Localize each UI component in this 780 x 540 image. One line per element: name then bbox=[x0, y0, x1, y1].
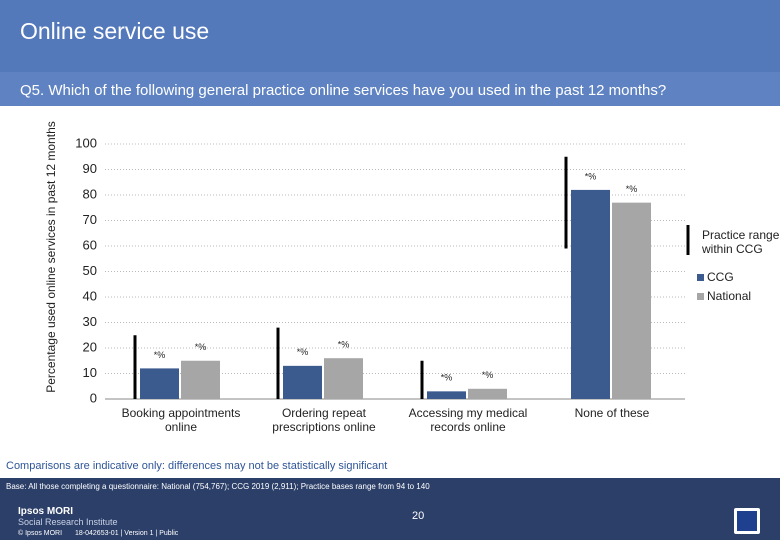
job-number: 18-042653-01 | Version 1 | Public bbox=[75, 530, 179, 537]
value-label: *% bbox=[297, 347, 309, 357]
logo-sub: Social Research Institute bbox=[18, 517, 118, 527]
y-tick-label: 70 bbox=[83, 212, 97, 227]
bar bbox=[571, 189, 610, 399]
x-tick-label: Ordering repeat prescriptions online bbox=[272, 406, 376, 434]
value-label: *% bbox=[154, 350, 166, 360]
page-number: 20 bbox=[412, 510, 425, 522]
base-text: Base: All those completing a questionnai… bbox=[6, 482, 430, 491]
bar bbox=[324, 358, 363, 399]
x-tick-label: None of these bbox=[574, 406, 650, 420]
bar bbox=[283, 365, 322, 399]
question-band bbox=[0, 72, 780, 106]
value-label: *% bbox=[441, 373, 453, 383]
y-tick-label: 90 bbox=[83, 161, 97, 176]
y-tick-label: 10 bbox=[83, 365, 97, 380]
bar bbox=[427, 391, 466, 399]
value-label: *% bbox=[195, 342, 207, 352]
y-tick-label: 20 bbox=[83, 339, 97, 354]
logo-box bbox=[734, 508, 760, 534]
logo-mark bbox=[737, 511, 757, 531]
value-label: *% bbox=[626, 184, 638, 194]
y-tick-label: 60 bbox=[83, 237, 97, 252]
header-band bbox=[0, 0, 780, 72]
value-label: *% bbox=[338, 340, 350, 350]
footer-band bbox=[0, 478, 780, 540]
bar bbox=[612, 202, 651, 399]
legend-label: National bbox=[707, 289, 751, 303]
value-label: *% bbox=[585, 171, 597, 181]
logo: Ipsos MORI bbox=[18, 506, 74, 517]
note: Comparisons are indicative only: differe… bbox=[6, 460, 388, 472]
y-tick-label: 30 bbox=[83, 314, 97, 329]
y-tick-label: 100 bbox=[75, 135, 97, 150]
slide-title: Online service use bbox=[20, 18, 210, 44]
x-tick-label: Booking appointments online bbox=[121, 406, 241, 434]
legend-label: Practice range within CCG bbox=[702, 228, 780, 256]
question: Q5. Which of the following general pract… bbox=[20, 82, 667, 99]
bar bbox=[140, 368, 179, 399]
y-axis-title: Percentage used online services in past … bbox=[44, 121, 58, 393]
legend-label: CCG bbox=[707, 270, 734, 284]
legend-swatch bbox=[697, 293, 704, 300]
bar bbox=[468, 388, 507, 399]
copyright: © Ipsos MORI bbox=[18, 530, 63, 537]
y-tick-label: 0 bbox=[90, 390, 97, 405]
value-label: *% bbox=[482, 370, 494, 380]
y-tick-label: 80 bbox=[83, 186, 97, 201]
bar bbox=[181, 360, 220, 399]
legend-swatch bbox=[697, 274, 704, 281]
y-tick-label: 50 bbox=[83, 263, 97, 278]
x-tick-label: Accessing my medical records online bbox=[408, 406, 528, 434]
y-tick-label: 40 bbox=[83, 288, 97, 303]
